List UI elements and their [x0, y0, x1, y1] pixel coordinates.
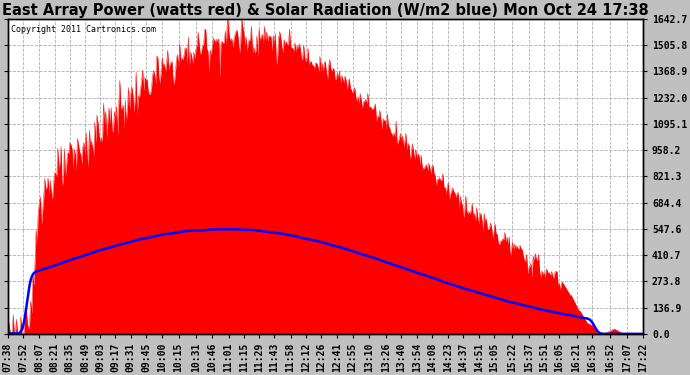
Title: East Array Power (watts red) & Solar Radiation (W/m2 blue) Mon Oct 24 17:38: East Array Power (watts red) & Solar Rad… [2, 3, 649, 18]
Text: Copyright 2011 Cartronics.com: Copyright 2011 Cartronics.com [11, 25, 156, 34]
